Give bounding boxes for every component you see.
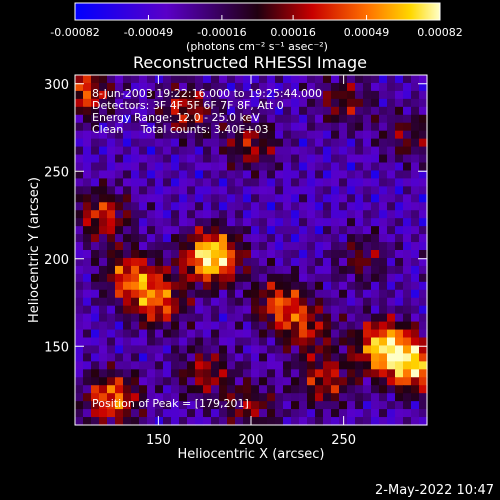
- colorbar-ticks: -0.00082 -0.00049 -0.00016 0.00016 0.00049 0.…: [50, 15, 463, 39]
- y-tick-label: 300: [44, 78, 69, 93]
- peak-position-label: Position of Peak = [179,201]: [92, 397, 249, 410]
- colorbar-tick-label: 0.00082: [417, 26, 463, 39]
- timestamp: 2-May-2022 10:47: [375, 483, 494, 498]
- x-tick-label: 250: [331, 433, 356, 448]
- annotation-time-range: 8-Jun-2003 19:22:16.000 to 19:25:44.000: [92, 87, 322, 100]
- axes-ticks: 150 200 250 150 200 250 300: [44, 75, 427, 448]
- x-tick-label: 200: [239, 433, 264, 448]
- annotation-clean-counts: Clean Total counts: 3.40E+03: [92, 123, 269, 136]
- y-axis-label: Heliocentric Y (arcsec): [27, 177, 42, 323]
- y-tick-label: 150: [44, 340, 69, 355]
- colorbar-tick-label: -0.00016: [197, 26, 246, 39]
- annotation-detectors: Detectors: 3F 4F 5F 6F 7F 8F, Att 0: [92, 99, 284, 112]
- colorbar-tick-label: -0.00049: [124, 26, 173, 39]
- y-tick-label: 250: [44, 165, 69, 180]
- colorbar-tick-label: -0.00082: [50, 26, 99, 39]
- y-tick-label: 200: [44, 253, 69, 268]
- x-tick-label: 150: [146, 433, 171, 448]
- x-axis-label: Heliocentric X (arcsec): [178, 447, 325, 462]
- heatmap-image: [75, 75, 428, 426]
- chart-title: Reconstructed RHESSI Image: [133, 53, 367, 72]
- annotation-block: 8-Jun-2003 19:22:16.000 to 19:25:44.000 …: [92, 87, 322, 136]
- colorbar-tick-label: 0.00049: [344, 26, 390, 39]
- annotation-energy-range: Energy Range: 12.0 - 25.0 keV: [92, 111, 260, 124]
- colorbar-unit-label: (photons cm⁻² s⁻¹ asec⁻²): [186, 40, 328, 53]
- colorbar-tick-label: 0.00016: [270, 26, 316, 39]
- colorbar: [74, 2, 441, 21]
